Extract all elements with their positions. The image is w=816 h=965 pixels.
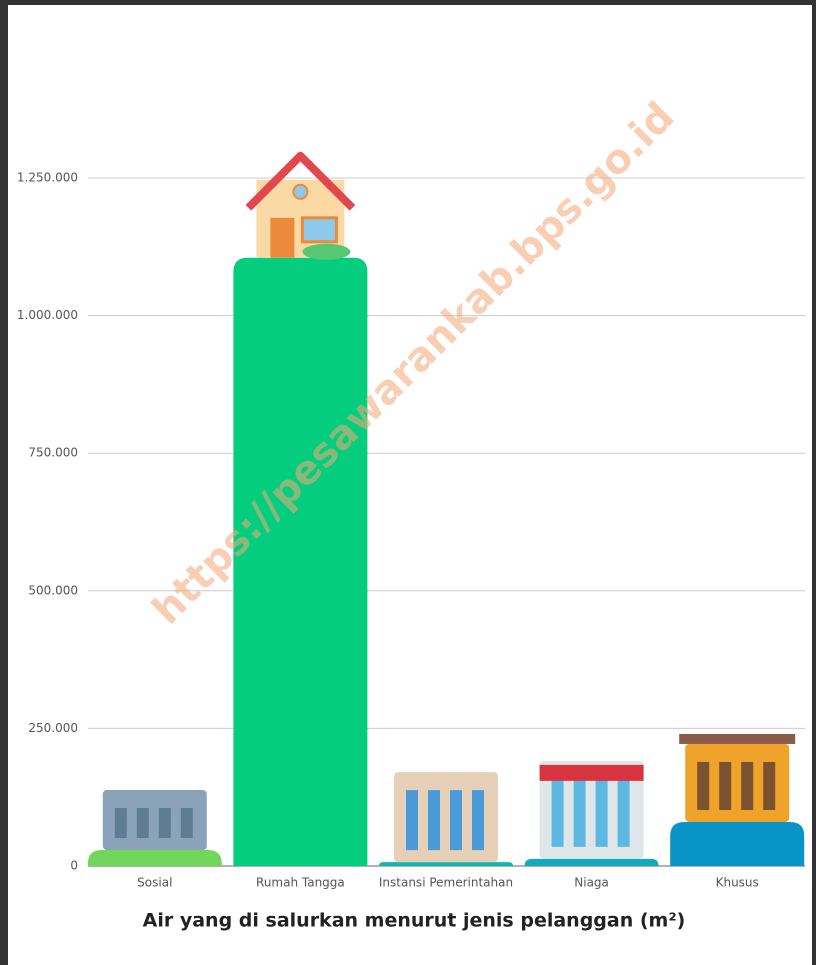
y-tick-label: 750.000 [28,446,78,460]
icon-part [181,808,193,838]
x-tick-label: Niaga [574,876,609,890]
icon-part [679,734,795,744]
icon-part [697,762,709,810]
icon-part [450,790,462,850]
bar [88,850,222,866]
bar-icon [679,734,795,822]
bar-icon [540,761,644,859]
bar [233,258,367,866]
y-tick-label: 1.250.000 [17,171,78,185]
icon-part [293,185,307,199]
icon-part [302,244,350,260]
y-tick-label: 0 [70,859,78,873]
x-tick-label: Khusus [716,876,759,890]
bar-icon [394,772,498,862]
icon-part [540,765,644,781]
chart-title: Air yang di salurkan menurut jenis pelan… [143,910,686,932]
bar-icon [103,790,207,850]
icon-part [159,808,171,838]
bar [379,862,513,866]
icon-part [574,779,586,847]
icon-part [719,762,731,810]
icon-part [596,779,608,847]
icon-part [115,808,127,838]
icon-part [552,779,564,847]
icon-part [406,790,418,850]
y-tick-label: 1.000.000 [17,308,78,322]
x-tick-label: Rumah Tangga [256,876,345,890]
icon-part [763,762,775,810]
chart: 0 250.000 500.000 750.000 1.000.000 1.250.000… [0,0,816,965]
icon-part [302,218,336,242]
bar [525,859,659,866]
icon-part [428,790,440,850]
icon-part [741,762,753,810]
icon-part [270,218,294,258]
icon-part [472,790,484,850]
icon-part [137,808,149,838]
y-tick-label: 250.000 [28,721,78,735]
y-tick-label: 500.000 [28,583,78,597]
x-tick-label: Sosial [137,876,172,890]
icon-part [618,779,630,847]
bar [670,822,804,866]
x-tick-label: Instansi Pemerintahan [379,876,513,890]
